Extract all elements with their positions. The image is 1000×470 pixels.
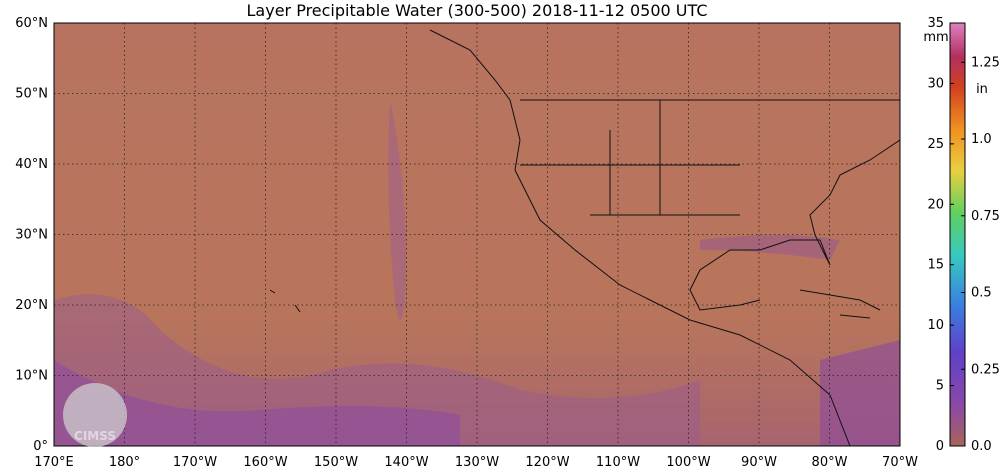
latitude-label: 40°N [15,157,48,172]
colorbar-in-label: 0.25 [971,362,1000,377]
islands [269,289,301,313]
map-title: Layer Precipitable Water (300-500) 2018-… [247,1,708,20]
longitude-label: 110°W [596,455,640,470]
longitude-label: 80°W [812,455,848,470]
latitude-label: 20°N [15,298,48,313]
longitude-label: 160°W [243,455,287,470]
logo-text: CIMSS [74,429,116,443]
longitude-label: 90°W [741,455,777,470]
colorbar-mm-label: 15 [927,258,944,273]
longitude-label: 150°W [314,455,358,470]
logo: CIMSS [63,383,127,447]
coastline [429,29,851,446]
moist-band [54,360,460,446]
latitude-label: 50°N [15,87,48,102]
colorbar-mm-label: 35 [927,16,944,31]
longitude-label: 140°W [384,455,428,470]
latitude-label: 10°N [15,369,48,384]
map-frame [53,22,901,447]
logo-globe [63,383,127,447]
colorbar-mm-label: 0 [936,439,944,454]
latitude-label: 60°N [15,16,48,31]
longitude-label: 170°E [34,455,74,470]
colorbar [949,22,966,447]
latitude-label: 0° [33,439,48,454]
colorbar-in-label: 0.75 [971,209,1000,224]
colorbar-mm-label: 25 [927,137,944,152]
colorbar-mm-label: 10 [927,318,944,333]
islands [799,289,881,319]
moist-band [700,235,840,260]
colorbar-in-label: 1.0 [971,132,992,147]
coastline [689,139,900,311]
longitude-label: 120°W [525,455,569,470]
map [54,23,900,446]
longitude-label: 130°W [455,455,499,470]
longitude-label: 170°W [173,455,217,470]
moist-band [54,294,700,446]
colorbar-mm-label: 5 [936,379,944,394]
colorbar-mm-label: 30 [927,76,944,91]
latitude-label: 30°N [15,228,48,243]
colorbar-in-label: 1.25 [971,55,1000,70]
colorbar-mm-label: 20 [927,197,944,212]
longitude-label: 180° [109,455,140,470]
longitude-label: 70°W [882,455,918,470]
colorbar-unit: in [976,82,988,97]
colorbar-in-label: 0.0 [971,439,992,454]
moist-band [388,100,406,320]
borders [520,99,900,216]
colorbar-in-label: 0.5 [971,286,992,301]
colorbar-unit: mm [923,30,948,45]
longitude-label: 100°W [666,455,710,470]
